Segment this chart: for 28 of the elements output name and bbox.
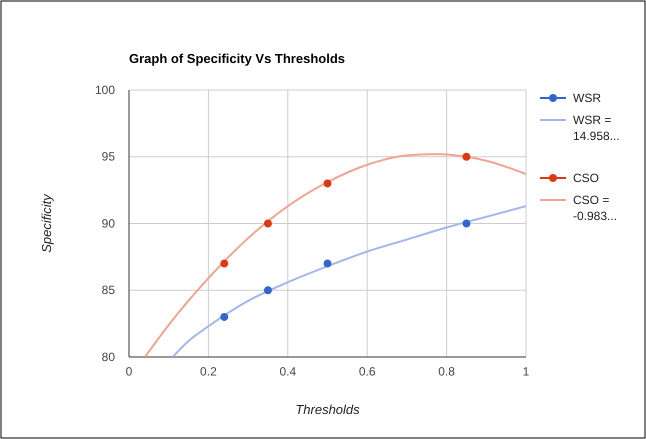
y-tick-label: 100 [94,82,116,97]
legend-label: CSO [573,171,600,185]
y-tick-label: 80 [102,350,116,364]
x-tick-label: 0.8 [438,364,456,379]
x-tick-label: 0.6 [358,364,376,379]
line-series [172,205,526,357]
y-tick-label: 90 [102,216,116,230]
point [264,220,272,228]
legend-label: WSR = 14.958... [573,113,620,143]
y-axis-title: Specificity [39,192,54,253]
x-axis-title: Thresholds [295,402,360,417]
y-tick-label: 95 [102,150,116,164]
point [264,286,272,294]
point [324,179,332,188]
point [324,260,332,268]
x-tick-label: 0.2 [200,364,218,379]
point [220,312,228,321]
point [462,152,470,161]
y-tick-label: 85 [102,283,116,298]
x-tick-label: 0.4 [279,364,296,379]
chart-title: Graph of Specificity Vs Thresholds [129,51,345,66]
point [462,220,470,228]
x-tick-label: 0 [126,364,133,379]
legend-label: CSO = -0.983... [573,193,618,223]
point [220,260,228,268]
legend-label: WSR [573,91,602,105]
x-tick-label: 1 [522,364,530,379]
line-series [144,153,526,357]
